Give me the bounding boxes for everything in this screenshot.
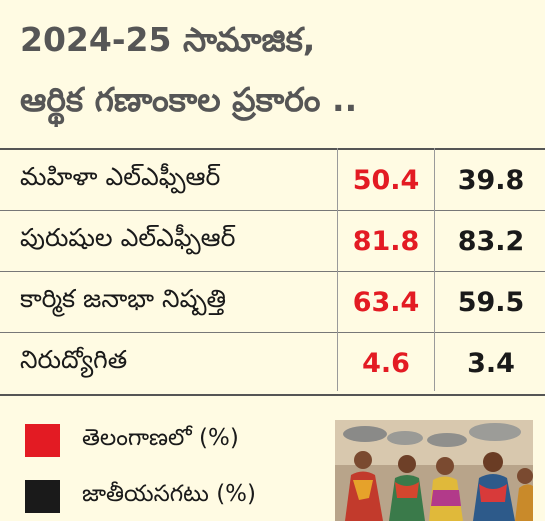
legend-item-telangana: తెలంగాణలో (%) <box>25 424 239 457</box>
telangana-value: 50.4 <box>352 164 420 196</box>
telangana-value: 81.8 <box>352 225 420 257</box>
column-divider <box>434 148 435 391</box>
telangana-value: 63.4 <box>352 286 420 318</box>
title-line-1: 2024-25 సామాజిక, <box>20 20 316 59</box>
table-row: కార్మిక జనాభా నిష్పత్తి 63.4 59.5 <box>0 272 545 332</box>
table-bottom-rule <box>0 394 545 396</box>
legend-item-national: జాతీయసగటు (%) <box>25 480 256 513</box>
national-value: 39.8 <box>457 164 525 196</box>
row-label: నిరుద్యోగిత <box>20 345 128 374</box>
national-value: 83.2 <box>457 225 525 257</box>
telangana-value: 4.6 <box>362 347 410 379</box>
national-value: 3.4 <box>467 347 515 379</box>
table-top-rule <box>0 148 545 150</box>
row-label: కార్మిక జనాభా నిష్పత్తి <box>20 284 227 313</box>
row-divider <box>0 271 545 272</box>
legend-label: జాతీయసగటు (%) <box>82 480 257 507</box>
table-row: నిరుద్యోగిత 4.6 3.4 <box>0 333 545 393</box>
chart-title: 2024-25 సామాజిక, ఆర్థిక గణాంకాల ప్రకారం … <box>20 10 535 130</box>
women-workers-photo <box>335 420 533 521</box>
red-swatch <box>25 424 60 457</box>
title-line-2: ఆర్థిక గణాంకాల ప్రకారం .. <box>20 80 358 119</box>
row-divider <box>0 210 545 211</box>
table-row: మహిళా ఎల్ఎఫ్పీఆర్ 50.4 39.8 <box>0 150 545 210</box>
column-divider <box>337 148 338 391</box>
row-divider <box>0 332 545 333</box>
row-label: పురుషుల ఎల్ఎఫ్పీఆర్ <box>20 223 236 252</box>
national-value: 59.5 <box>457 286 525 318</box>
table-row: పురుషుల ఎల్ఎఫ్పీఆర్ 81.8 83.2 <box>0 211 545 271</box>
black-swatch <box>25 480 60 513</box>
legend-label: తెలంగాణలో (%) <box>82 424 239 451</box>
row-label: మహిళా ఎల్ఎఫ్పీఆర్ <box>20 162 221 191</box>
photo-illustration <box>335 420 533 521</box>
